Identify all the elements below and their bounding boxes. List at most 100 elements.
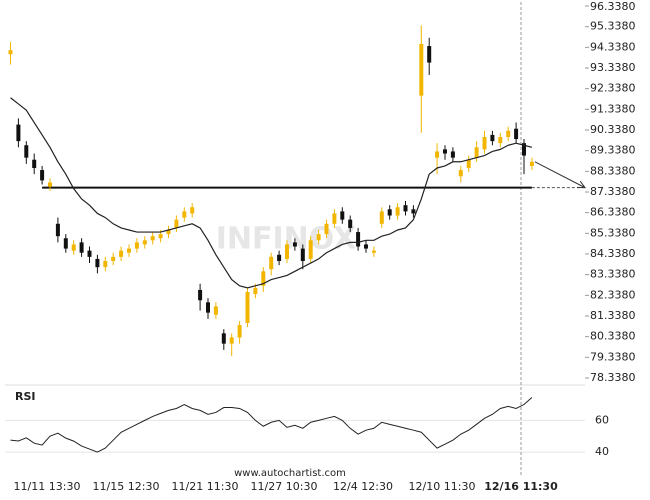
candle-body bbox=[466, 159, 471, 168]
x-tick-label: 11/15 12:30 bbox=[93, 480, 160, 493]
candle-body bbox=[8, 50, 13, 55]
candle-body bbox=[332, 213, 337, 224]
candle-body bbox=[379, 211, 384, 224]
rsi-title: RSI bbox=[15, 390, 36, 403]
x-tick-label: 12/16 11:30 bbox=[484, 480, 558, 493]
candle-body bbox=[482, 136, 487, 150]
y-tick-label: 84.3380 bbox=[590, 247, 636, 260]
candle-body bbox=[364, 244, 368, 249]
candle-body bbox=[182, 211, 187, 218]
candle-body bbox=[308, 240, 313, 259]
candle-body bbox=[269, 256, 274, 270]
y-tick-label: 94.3380 bbox=[590, 40, 636, 53]
x-tick-label: 12/4 12:30 bbox=[333, 480, 393, 493]
x-tick-label: 12/10 11:30 bbox=[409, 480, 476, 493]
candle-body bbox=[419, 43, 424, 96]
candle-body bbox=[174, 219, 179, 228]
candle-body bbox=[395, 207, 400, 216]
candle-body bbox=[213, 306, 218, 315]
candle-body bbox=[514, 128, 519, 140]
y-tick-label: 91.3380 bbox=[590, 102, 636, 115]
y-tick-label: 82.3380 bbox=[590, 288, 636, 301]
candle-body bbox=[87, 250, 92, 257]
candle-body bbox=[498, 136, 503, 144]
forecast-arrow-head bbox=[576, 180, 587, 189]
candle-body bbox=[285, 244, 289, 259]
candle-body bbox=[134, 242, 139, 249]
candle-body bbox=[24, 145, 29, 158]
y-tick-label: 92.3380 bbox=[590, 82, 636, 95]
candle-body bbox=[340, 211, 345, 220]
y-tick-label: 81.3380 bbox=[590, 309, 636, 322]
candle-body bbox=[127, 248, 131, 253]
y-tick-label: 89.3380 bbox=[590, 144, 636, 157]
candle-body bbox=[458, 170, 463, 177]
forecast-arrow bbox=[534, 161, 586, 189]
candle-body bbox=[387, 209, 392, 216]
candle-body bbox=[158, 234, 163, 239]
x-tick-label: 11/21 11:30 bbox=[172, 480, 239, 493]
x-tick-label: 11/27 10:30 bbox=[251, 480, 318, 493]
candle-body bbox=[206, 302, 210, 313]
candle-body bbox=[292, 242, 297, 247]
candle-body bbox=[166, 229, 171, 235]
candle-body bbox=[300, 248, 305, 261]
y-tick-label: 83.3380 bbox=[590, 268, 636, 281]
candle-body bbox=[32, 159, 37, 168]
rsi-tick-label: 60 bbox=[595, 413, 609, 426]
candle-body bbox=[63, 238, 68, 249]
y-tick-label: 85.3380 bbox=[590, 226, 636, 239]
candle-body bbox=[111, 256, 116, 261]
candle-body bbox=[198, 289, 203, 301]
candle-body bbox=[253, 287, 258, 295]
candle-body bbox=[403, 205, 408, 212]
candle-body bbox=[490, 134, 495, 142]
candle-body bbox=[261, 271, 266, 286]
y-tick-label: 80.3380 bbox=[590, 330, 636, 343]
candle-body bbox=[348, 219, 353, 228]
candle-body bbox=[277, 254, 282, 261]
candle-body bbox=[190, 207, 195, 214]
candle-body bbox=[16, 124, 21, 142]
candle-body bbox=[150, 236, 155, 241]
candle-body bbox=[119, 250, 124, 257]
candle-body bbox=[474, 147, 479, 158]
candle-body bbox=[95, 258, 100, 268]
candle-body bbox=[371, 250, 376, 253]
y-tick-label: 78.3380 bbox=[590, 371, 636, 384]
candle-body bbox=[55, 223, 60, 237]
candle-body bbox=[221, 333, 226, 344]
y-tick-label: 93.3380 bbox=[590, 61, 636, 74]
candle-body bbox=[443, 149, 447, 154]
y-tick-label: 95.3380 bbox=[590, 20, 636, 33]
candle-body bbox=[450, 151, 455, 158]
candle-body bbox=[529, 161, 534, 166]
y-tick-label: 86.3380 bbox=[590, 206, 636, 219]
source: www.autochartist.com bbox=[234, 468, 346, 479]
candle-body bbox=[356, 232, 361, 247]
candle-body bbox=[229, 337, 234, 344]
candle-body bbox=[522, 143, 526, 156]
y-tick-label: 87.3380 bbox=[590, 185, 636, 198]
candle-body bbox=[103, 260, 108, 268]
y-tick-label: 90.3380 bbox=[590, 123, 636, 136]
candle-body bbox=[245, 291, 250, 323]
rsi-line bbox=[10, 397, 533, 453]
y-tick-label: 96.3380 bbox=[590, 0, 636, 13]
candle-body bbox=[142, 240, 147, 245]
candle-body bbox=[324, 223, 329, 235]
rsi-tick-label: 40 bbox=[595, 445, 609, 458]
x-tick-label: 11/11 13:30 bbox=[14, 480, 81, 493]
candle-body bbox=[71, 244, 76, 251]
candle-body bbox=[79, 242, 84, 253]
y-tick-label: 79.3380 bbox=[590, 350, 636, 363]
candle-body bbox=[411, 209, 416, 214]
candle-body bbox=[427, 46, 432, 63]
candle-body bbox=[435, 151, 440, 158]
candle-body bbox=[316, 234, 321, 241]
candle-body bbox=[48, 182, 52, 187]
candle-body bbox=[506, 130, 511, 137]
candle-body bbox=[40, 170, 45, 181]
moving-average bbox=[10, 97, 533, 289]
